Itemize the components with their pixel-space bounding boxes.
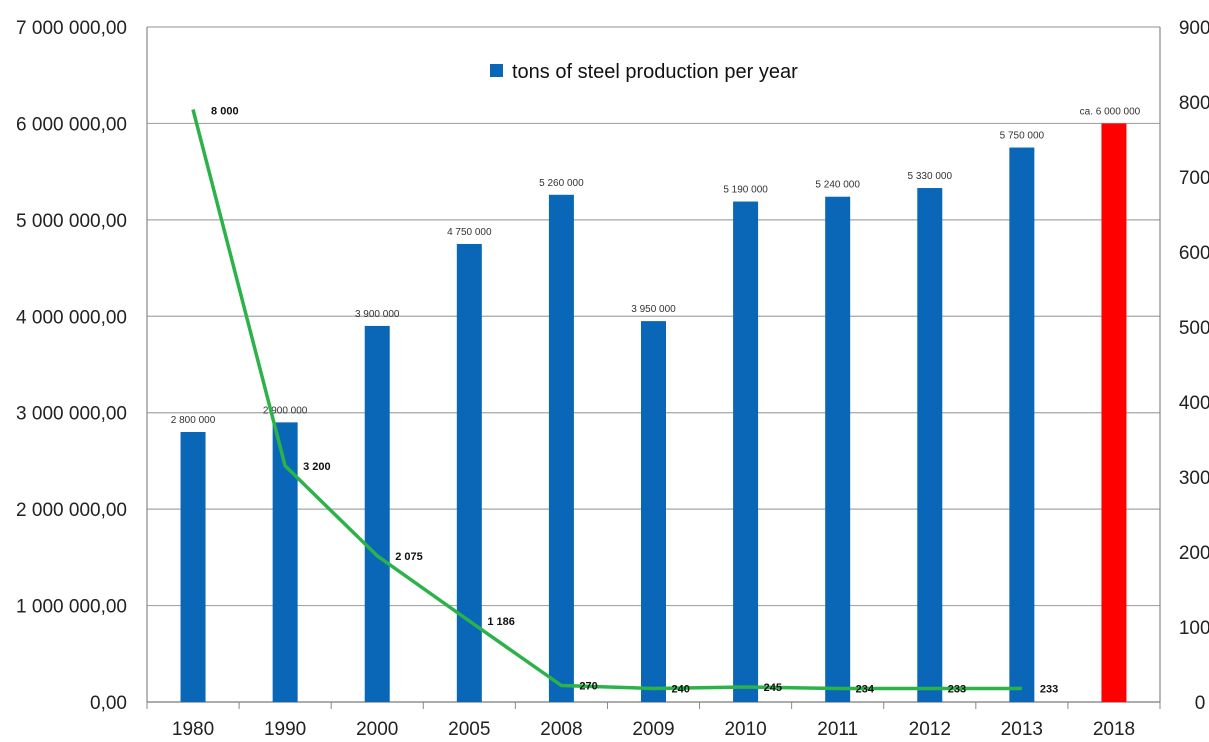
bar-2008	[548, 194, 574, 703]
bar-2009	[641, 321, 666, 702]
bar-2000	[364, 325, 390, 702]
bar-data-label: 2 800 000	[171, 415, 216, 426]
line-data-label: 8 000	[211, 106, 239, 118]
x-axis-tick-label: 2008	[540, 719, 582, 740]
bar-data-label: 2 900 000	[263, 405, 308, 416]
left-axis-tick-label: 5 000 000,00	[16, 211, 127, 232]
bar-2010	[733, 201, 759, 703]
line-data-label: 233	[1040, 684, 1058, 696]
x-axis-tick-label: 1980	[172, 719, 214, 740]
line-data-label: 245	[764, 682, 782, 694]
line-data-label: 2 075	[395, 551, 423, 563]
legend-label: tons of steel production per year	[512, 61, 798, 83]
bar-2005	[456, 243, 482, 702]
x-axis-tick-label: 2011	[817, 719, 858, 740]
line-data-label: 233	[948, 684, 966, 696]
right-axis-tick-label: 2000	[1179, 543, 1209, 564]
bar-data-label: 5 330 000	[908, 171, 953, 182]
x-axis-tick-label: 1990	[264, 719, 306, 740]
bar-1980	[180, 432, 206, 702]
line-data-label: 1 186	[487, 616, 515, 628]
left-axis-tick-label: 1 000 000,00	[16, 597, 127, 618]
x-axis-tick-label: 2013	[1001, 719, 1043, 740]
bar-2012	[917, 188, 943, 703]
bar-data-label: 3 900 000	[355, 309, 400, 320]
bar-2018	[1101, 123, 1127, 702]
left-axis-tick-label: 0,00	[90, 693, 127, 714]
line-data-label: 234	[856, 684, 875, 696]
x-axis-tick-label: 2010	[724, 719, 766, 740]
x-axis-tick-label: 2018	[1093, 719, 1135, 740]
x-axis-tick-label: 2012	[909, 719, 951, 740]
bar-data-label: 5 240 000	[815, 180, 860, 191]
green-line-series	[191, 109, 1022, 691]
x-axis-tick-label: 2000	[356, 719, 398, 740]
line-data-label: 270	[579, 681, 597, 693]
line-data-label: 240	[672, 684, 690, 696]
bar-1990	[272, 422, 298, 702]
legend-swatch	[490, 64, 503, 77]
left-axis-tick-label: 3 000 000,00	[16, 404, 127, 425]
left-axis-tick-label: 2 000 000,00	[16, 500, 127, 521]
bar-data-label: 5 260 000	[539, 178, 584, 189]
right-axis-tick-label: 0	[1195, 693, 1206, 714]
bar-data-label: 5 190 000	[723, 185, 768, 196]
x-axis-tick-label: 2009	[632, 719, 674, 740]
bar-data-label: ca. 6 000 000	[1080, 106, 1141, 117]
bar-data-label: 4 750 000	[447, 227, 492, 238]
bar-2013	[1009, 147, 1035, 703]
left-axis-tick-label: 6 000 000,00	[16, 114, 127, 135]
bar-2011	[825, 196, 851, 702]
bar-data-label: 5 750 000	[1000, 131, 1045, 142]
line-data-label: 3 200	[303, 461, 331, 473]
x-axis-tick-label: 2005	[448, 719, 490, 740]
left-axis-tick-label: 7 000 000,00	[16, 18, 127, 39]
left-axis-tick-label: 4 000 000,00	[16, 307, 127, 328]
bar-data-label: 3 950 000	[631, 304, 676, 315]
